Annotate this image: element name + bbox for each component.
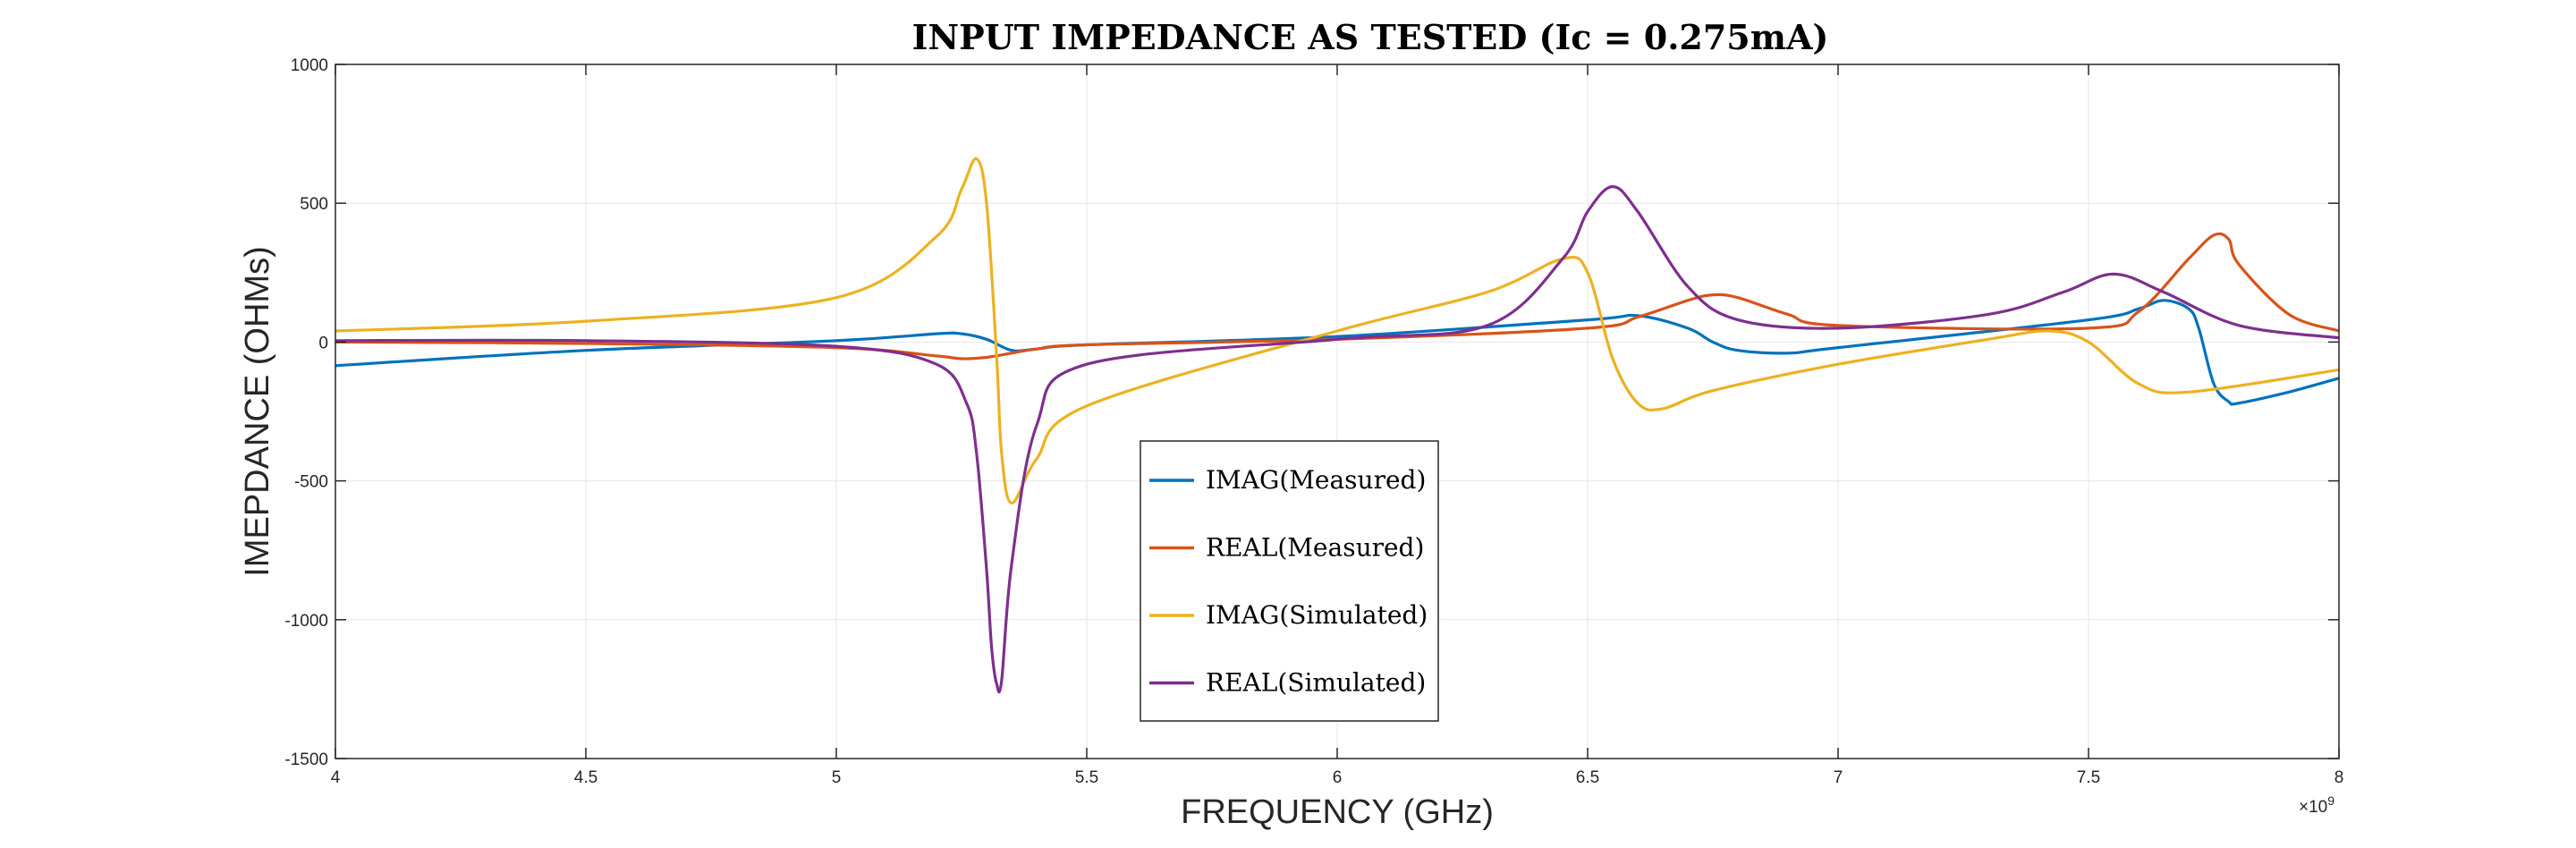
x-tick-labels: 4 4.5 5 5.5 6 6.5 7 7.5 8: [331, 768, 2344, 787]
x-exponent-power: 9: [2327, 793, 2334, 808]
y-tick-label: 1000: [291, 56, 328, 75]
x-tick-label: 5.5: [1075, 768, 1098, 787]
y-tick-label: -500: [294, 473, 328, 492]
x-tick-label: 6.5: [1576, 768, 1599, 787]
x-ticks: [335, 64, 2340, 759]
x-exponent-base: ×10: [2299, 798, 2327, 817]
legend-label: REAL(Simulated): [1206, 668, 1426, 698]
y-tick-label: -1500: [284, 750, 328, 769]
series-line-1: [335, 299, 2339, 406]
legend-label: IMAG(Measured): [1206, 465, 1426, 495]
x-tick-label: 4.5: [574, 768, 597, 787]
series-line-4: [335, 185, 2339, 694]
legend-label: REAL(Measured): [1206, 533, 1424, 563]
x-tick-label: 8: [2334, 768, 2344, 787]
x-exponent-label: ×109: [2299, 793, 2334, 817]
x-tick-label: 4: [331, 768, 341, 787]
y-tick-label: -1000: [284, 612, 328, 631]
chart-title: INPUT IMPEDANCE AS TESTED (Ic = 0.275mA): [912, 17, 1829, 57]
y-tick-labels: -1500 -1000 -500 0 500 1000: [284, 56, 328, 769]
y-tick-label: 500: [300, 195, 328, 214]
x-tick-label: 5: [832, 768, 842, 787]
y-tick-label: 0: [318, 334, 328, 352]
series-line-2: [335, 232, 2339, 360]
y-axis-label: IMEPDANCE (OHMs): [239, 246, 276, 576]
legend-box: [1140, 440, 1439, 722]
x-tick-label: 6: [1333, 768, 1343, 787]
x-tick-label: 7: [1834, 768, 1843, 787]
y-ticks: [335, 64, 2339, 759]
legend: IMAG(Measured) REAL(Measured) IMAG(Simulat…: [1140, 440, 1439, 722]
x-tick-label: 7.5: [2077, 768, 2100, 787]
legend-label: IMAG(Simulated): [1206, 600, 1428, 630]
series-line-3: [335, 157, 2339, 505]
series-lines: [335, 157, 2339, 694]
x-axis-label: FREQUENCY (GHz): [1181, 793, 1494, 831]
